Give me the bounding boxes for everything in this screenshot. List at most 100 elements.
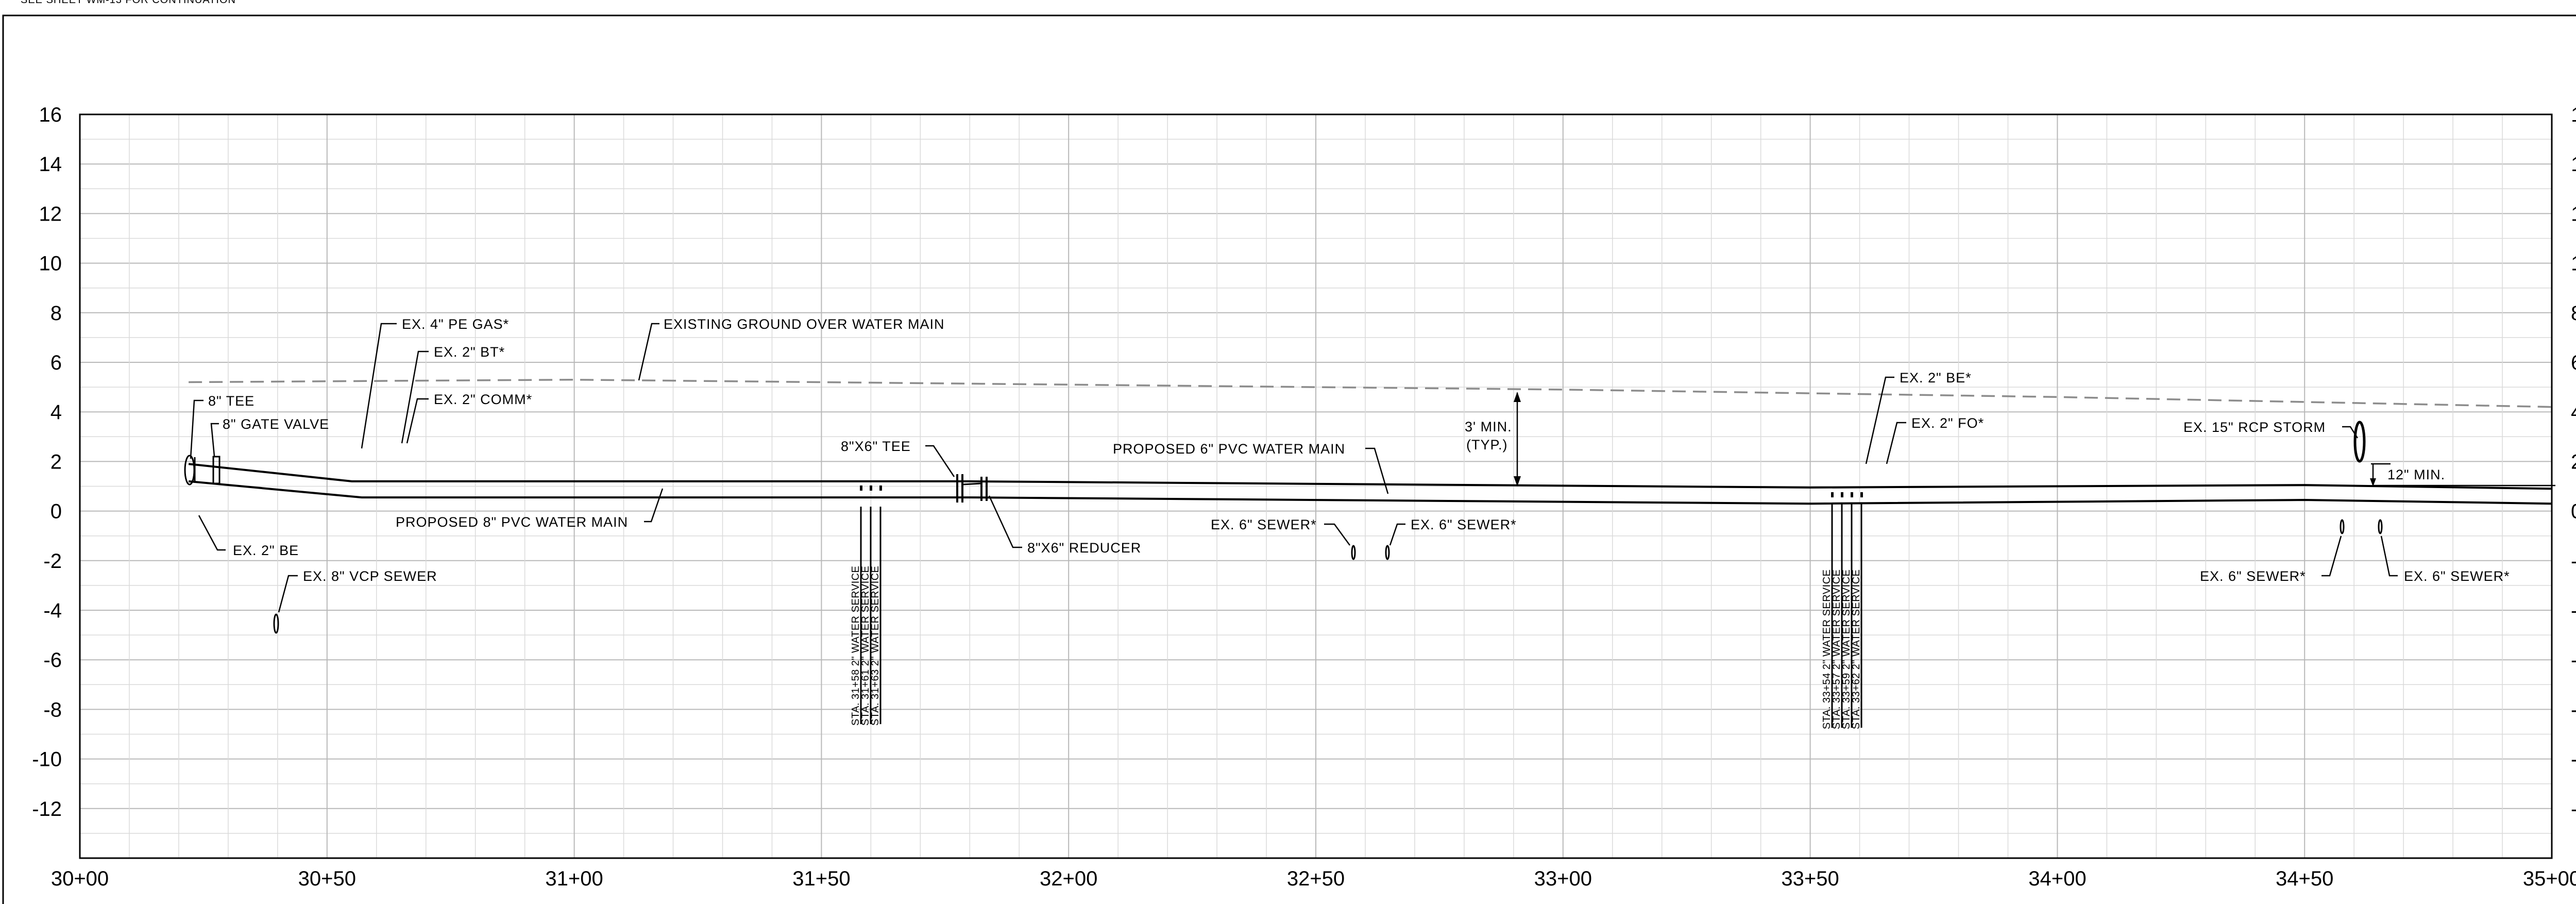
y-tick-label-right: -10: [2571, 748, 2576, 771]
y-tick-label-left: 0: [50, 500, 62, 523]
pe-gas-leader: [361, 323, 397, 449]
station-axis: 30+00 30+50 31+00 31+50 32+00 32+50 33+00 33+50…: [51, 867, 2576, 890]
min-cover-arrow-top: [1514, 392, 1521, 402]
y-tick-label-left: -4: [43, 599, 62, 622]
min-cover-label-1: 3' MIN.: [1465, 419, 1512, 434]
vcp-sewer-label: EX. 8" VCP SEWER: [303, 568, 437, 584]
y-tick-label-left: 14: [39, 153, 62, 176]
y-tick-label-left: -6: [43, 649, 62, 672]
min-12-arrow: [2370, 478, 2376, 487]
y-tick-label-right: 0: [2571, 500, 2576, 523]
station-tick-label: 34+00: [2028, 867, 2086, 890]
sheet-continuation-note: SEE SHEET WM-13 FOR CONTINUATION: [21, 0, 236, 6]
vcp-sewer-crossing-symbol: [273, 613, 279, 634]
y-tick-label-right: 4: [2571, 401, 2576, 424]
sewer-c-leader: [2321, 535, 2342, 577]
y-tick-label-left: -10: [32, 748, 62, 771]
station-tick-label: 31+50: [792, 867, 850, 890]
reducer-fitting-symbol: [956, 474, 988, 503]
sheet-border: [2, 14, 2576, 904]
station-tick-label: 30+00: [51, 867, 109, 890]
proposed-main-top-line: [188, 463, 2552, 490]
gate-valve-symbol: [212, 456, 221, 484]
rcp-storm-crossing-symbol: [2353, 421, 2366, 463]
sewer-b-leader: [1389, 523, 1405, 546]
tee-leader: [190, 399, 204, 459]
y-tick-label-right: 14: [2571, 153, 2576, 176]
tee-label: 8" TEE: [208, 393, 255, 409]
proposed-main-bottom-line: [188, 480, 2552, 505]
rcp-storm-leader: [2342, 426, 2359, 439]
y-tick-label-right: 10: [2571, 253, 2576, 275]
sewer-d-leader: [2380, 535, 2398, 577]
y-tick-label-right: -4: [2571, 599, 2576, 622]
comm-label: EX. 2" COMM*: [434, 392, 532, 407]
min-cover-arrow-bottom: [1514, 476, 1521, 487]
y-tick-label-left: -2: [43, 550, 62, 573]
tee-8x6-leader: [925, 445, 955, 477]
station-tick-label: 31+00: [545, 867, 603, 890]
existing-ground-label: EXISTING GROUND OVER WATER MAIN: [664, 316, 945, 332]
y-tick-label-right: 8: [2571, 302, 2576, 325]
station-tick-label: 30+50: [298, 867, 356, 890]
y-tick-label-left: 12: [39, 203, 62, 225]
y-tick-label-right: 6: [2571, 351, 2576, 374]
sewer-a-label: EX. 6" SEWER*: [1211, 517, 1317, 532]
sewer-a-leader: [1324, 523, 1351, 546]
y-tick-label-left: -8: [43, 698, 62, 721]
y-tick-label-right: -2: [2571, 550, 2576, 573]
plot-frame: [79, 113, 2553, 859]
comm-leader: [406, 398, 429, 444]
sewer-c-label: EX. 6" SEWER*: [2200, 568, 2306, 584]
station-tick-label: 33+50: [1781, 867, 1839, 890]
y-axis-right: 16 14 12 10 8 6 4 2 0 -2 -4 -6 -8 -10 -12: [2571, 104, 2576, 821]
proposed-8-main-leader: [644, 488, 664, 523]
service-label-2: STA. 31+61 2" WATER SERVICE: [860, 565, 871, 726]
y-axis-left: 16 14 12 10 8 6 4 2 0 -2 -4 -6 -8 -10 -12: [32, 104, 62, 821]
y-tick-label-left: 2: [50, 450, 62, 473]
y-tick-label-left: 10: [39, 253, 62, 275]
sewer-b-label: EX. 6" SEWER*: [1411, 517, 1517, 532]
service-label-6: STA. 33+59 2" WATER SERVICE: [1841, 569, 1852, 729]
reducer-8x6-leader: [988, 495, 1022, 548]
bt-label: EX. 2" BT*: [434, 344, 505, 360]
proposed-6-main-leader: [1365, 447, 1389, 494]
min-cover-label-2: (TYP.): [1466, 437, 1508, 453]
sewer-d-label: EX. 6" SEWER*: [2404, 568, 2510, 584]
service-group-1: STA. 31+58 2" WATER SERVICE STA. 31+61 2…: [850, 486, 882, 726]
y-tick-label-left: 4: [50, 401, 62, 424]
existing-ground-line: [189, 378, 2552, 408]
service-group-2: STA. 33+54 2" WATER SERVICE STA. 33+57 2…: [1821, 492, 1863, 729]
y-tick-label-right: -8: [2571, 698, 2576, 721]
station-tick-label: 32+50: [1287, 867, 1345, 890]
proposed-8-main-label: PROPOSED 8" PVC WATER MAIN: [396, 514, 628, 530]
be-left-leader: [198, 515, 226, 551]
y-tick-label-right: 16: [2571, 104, 2576, 126]
y-tick-label-right: 2: [2571, 450, 2576, 473]
be-right-label: EX. 2" BE*: [1900, 370, 1972, 386]
service-label-5: STA. 33+57 2" WATER SERVICE: [1831, 569, 1842, 729]
y-tick-label-left: 8: [50, 302, 62, 325]
sewer-crossing-d-symbol: [2378, 519, 2383, 534]
sewer-crossing-b-symbol: [1385, 545, 1390, 560]
reducer-8x6-label: 8"X6" REDUCER: [1027, 540, 1141, 556]
y-tick-label-left: 16: [39, 104, 62, 126]
existing-ground-leader: [638, 323, 659, 381]
y-tick-label-left: 6: [50, 351, 62, 374]
pe-gas-label: EX. 4" PE GAS*: [402, 316, 509, 332]
service-label-3: STA. 31+63 2" WATER SERVICE: [870, 565, 881, 726]
gate-valve-label: 8" GATE VALVE: [223, 416, 329, 432]
service-label-4: STA. 33+54 2" WATER SERVICE: [1821, 569, 1833, 729]
bt-leader: [401, 350, 429, 444]
station-tick-label: 33+00: [1534, 867, 1592, 890]
sewer-crossing-c-symbol: [2340, 519, 2345, 534]
be-left-label: EX. 2" BE: [233, 543, 299, 558]
tee-8x6-label: 8"X6" TEE: [841, 439, 911, 454]
be-right-leader: [1865, 376, 1894, 464]
fo-leader: [1886, 422, 1906, 464]
station-tick-label: 34+50: [2276, 867, 2333, 890]
service-label-7: STA. 33+62 2" WATER SERVICE: [1851, 569, 1862, 729]
y-tick-label-left: -12: [32, 798, 62, 821]
station-tick-label: 32+00: [1040, 867, 1097, 890]
